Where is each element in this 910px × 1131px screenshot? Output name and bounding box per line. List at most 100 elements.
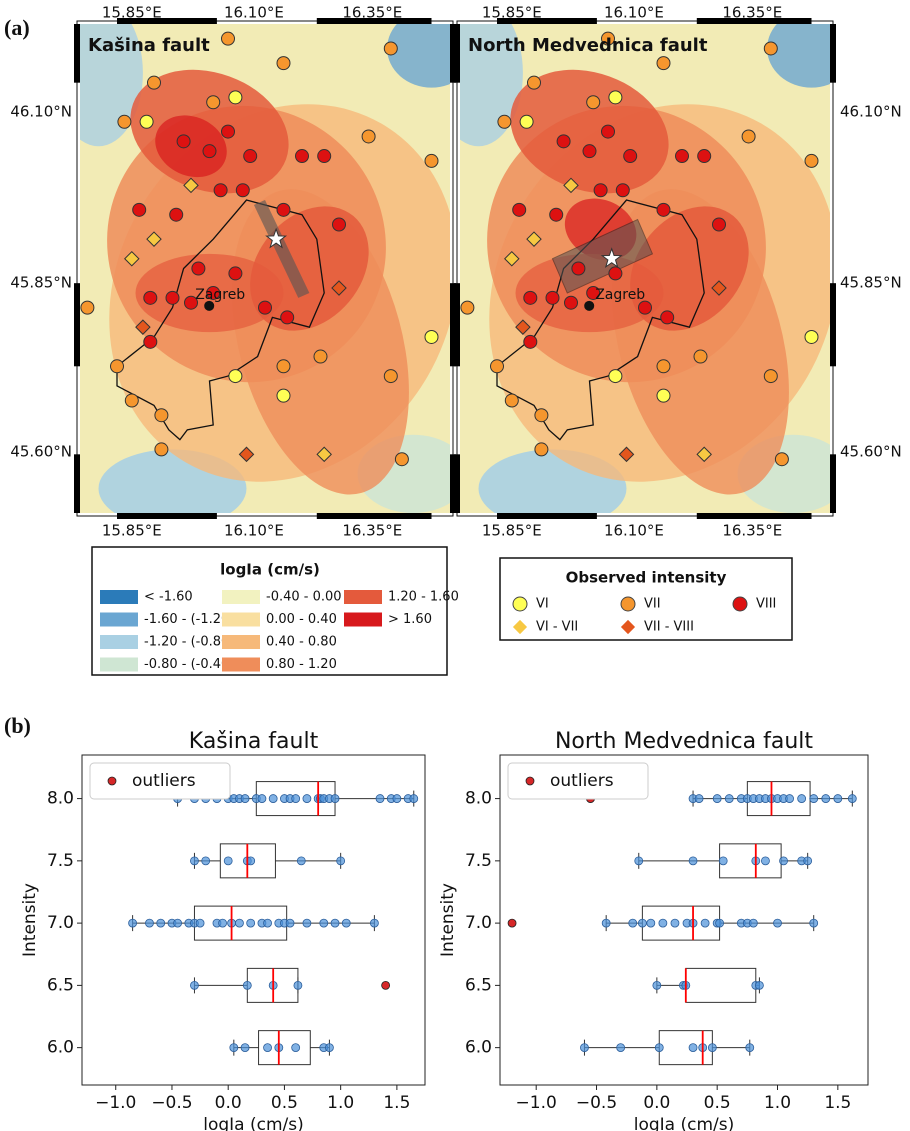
station	[804, 153, 819, 168]
station	[228, 90, 243, 105]
y-tick-label: 6.0	[47, 1038, 74, 1058]
data-point	[325, 1043, 334, 1053]
data-point	[336, 856, 346, 866]
station	[527, 75, 541, 90]
station	[534, 408, 549, 423]
data-point	[190, 856, 199, 866]
panel-label: (a)	[4, 15, 30, 40]
data-point	[296, 856, 306, 866]
station	[656, 202, 671, 217]
frame-segment	[450, 24, 456, 83]
station	[235, 183, 250, 198]
station	[383, 369, 398, 384]
station	[549, 207, 564, 222]
lon-label: 15.85°E	[102, 4, 162, 22]
map: Zagreb Kašina fault	[80, 24, 450, 513]
station	[394, 452, 409, 467]
legend-label: VII - VIII	[644, 620, 694, 635]
legend-symbol	[620, 596, 636, 612]
legend-label: VI	[536, 597, 549, 612]
station	[361, 129, 376, 144]
data-point	[173, 918, 182, 928]
station	[317, 149, 332, 164]
map-frame	[76, 20, 454, 517]
lat-label: 45.85°N	[10, 274, 72, 292]
data-point	[330, 794, 340, 803]
data-point	[694, 794, 704, 803]
frame-segment	[450, 454, 456, 513]
legend-label: < -1.60	[144, 590, 193, 605]
station	[593, 183, 608, 198]
epicenter	[265, 227, 288, 249]
station	[460, 300, 475, 315]
station	[295, 149, 309, 164]
station	[571, 261, 586, 276]
station	[563, 177, 579, 194]
data-point	[235, 918, 244, 928]
box	[685, 967, 757, 1003]
station	[202, 144, 217, 159]
station	[228, 266, 243, 281]
legend-swatch	[100, 612, 138, 627]
data-point	[242, 980, 252, 990]
legend-label: -0.80 - (-0.40)	[144, 657, 234, 672]
station	[313, 349, 328, 364]
data-point	[319, 918, 329, 928]
data-point	[302, 918, 312, 928]
data-point	[809, 918, 819, 928]
station	[147, 75, 161, 90]
x-tick-label: 0.5	[704, 1093, 731, 1113]
x-tick-label: 1.5	[824, 1093, 851, 1113]
lon-label: 16.10°E	[604, 4, 664, 22]
data-point	[707, 1043, 717, 1053]
station	[110, 359, 124, 374]
station	[331, 280, 347, 296]
data-point	[302, 794, 312, 803]
legend-label: outliers	[132, 771, 196, 791]
station	[143, 334, 158, 349]
data-point	[745, 1043, 755, 1053]
data-point	[809, 794, 819, 803]
station	[424, 329, 439, 344]
frame-segment	[117, 513, 217, 519]
map-frame	[456, 20, 834, 517]
data-point	[156, 918, 166, 928]
frame-segment	[454, 454, 460, 513]
station	[534, 442, 549, 457]
station	[519, 114, 534, 129]
legend-title: logIa (cm/s)	[220, 561, 320, 579]
x-tick-label: −1.0	[516, 1093, 557, 1113]
lon-label: 16.35°E	[722, 522, 782, 540]
data-point	[229, 1043, 239, 1053]
lon-label: 16.10°E	[604, 522, 664, 540]
x-tick-label: 0.5	[271, 1093, 298, 1113]
legend-swatch	[344, 590, 382, 604]
lon-label: 16.35°E	[722, 4, 782, 22]
station	[206, 95, 221, 110]
data-point	[223, 856, 233, 866]
lon-label: 16.35°E	[342, 522, 402, 540]
frame-segment	[454, 283, 460, 367]
station	[332, 217, 346, 232]
lon-label: 16.10°E	[224, 4, 284, 22]
frame-segment	[316, 513, 432, 519]
station	[523, 290, 538, 305]
legend-label: 0.80 - 1.20	[266, 657, 337, 672]
data-point	[580, 1043, 589, 1053]
station	[316, 446, 332, 463]
station	[618, 446, 635, 463]
data-point	[803, 856, 813, 866]
station	[601, 124, 615, 139]
station	[697, 149, 712, 164]
data-point	[634, 856, 644, 866]
lat-label: 46.10°N	[10, 103, 72, 121]
data-point	[628, 918, 638, 928]
station	[135, 319, 151, 335]
station	[184, 295, 198, 310]
frame-segment	[74, 283, 80, 367]
legend-label: 1.20 - 1.60	[388, 590, 459, 605]
station	[712, 217, 726, 232]
data-point	[755, 980, 764, 990]
station	[608, 266, 623, 281]
